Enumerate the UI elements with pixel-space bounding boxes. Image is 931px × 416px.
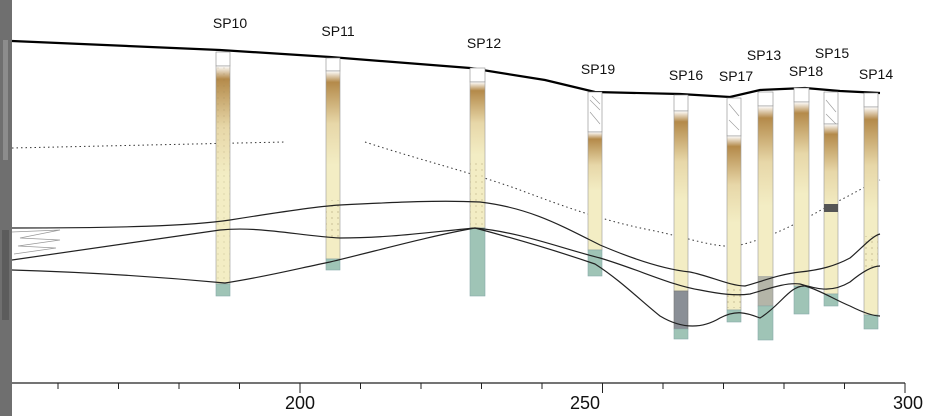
label-sp10: SP10 bbox=[213, 15, 247, 31]
borehole-sp16 bbox=[673, 94, 689, 340]
distance-axis: 200 250 300 bbox=[12, 382, 923, 413]
borehole-sp11 bbox=[325, 57, 341, 271]
borehole-sp17 bbox=[726, 97, 742, 323]
label-sp15: SP15 bbox=[815, 45, 849, 61]
label-sp11: SP11 bbox=[321, 23, 354, 39]
borehole-sp15 bbox=[823, 91, 839, 307]
label-sp12: SP12 bbox=[467, 35, 501, 51]
label-sp17: SP17 bbox=[719, 68, 753, 84]
dotted-boundary-right bbox=[364, 141, 881, 247]
tick-label-250: 250 bbox=[570, 393, 600, 413]
tick-label-200: 200 bbox=[285, 393, 315, 413]
borehole-columns bbox=[215, 51, 879, 341]
label-sp19: SP19 bbox=[581, 61, 615, 77]
boundary-upper bbox=[11, 200, 881, 287]
borehole-sp12 bbox=[469, 67, 486, 297]
borehole-sp19 bbox=[587, 91, 603, 277]
label-sp16: SP16 bbox=[669, 67, 703, 83]
borehole-sp14 bbox=[863, 92, 879, 330]
label-sp18: SP18 bbox=[789, 63, 823, 79]
axis-minor-ticks bbox=[57, 383, 906, 393]
boundary-lower bbox=[11, 227, 881, 327]
stratigraphic-boundaries bbox=[11, 200, 881, 327]
dotted-boundary-left bbox=[11, 141, 286, 149]
label-sp14: SP14 bbox=[859, 66, 893, 82]
ground-surface-line bbox=[11, 39, 881, 99]
boundary-middle bbox=[11, 227, 881, 296]
borehole-sp13 bbox=[757, 91, 774, 341]
borehole-sp10 bbox=[215, 51, 231, 297]
borehole-sp18 bbox=[793, 87, 810, 315]
borehole-labels: SP10 SP11 SP12 SP19 SP16 SP17 SP13 SP18 … bbox=[213, 15, 893, 84]
label-sp13: SP13 bbox=[747, 47, 781, 63]
tick-label-300: 300 bbox=[893, 393, 923, 413]
left-hatch-pattern bbox=[11, 229, 61, 255]
